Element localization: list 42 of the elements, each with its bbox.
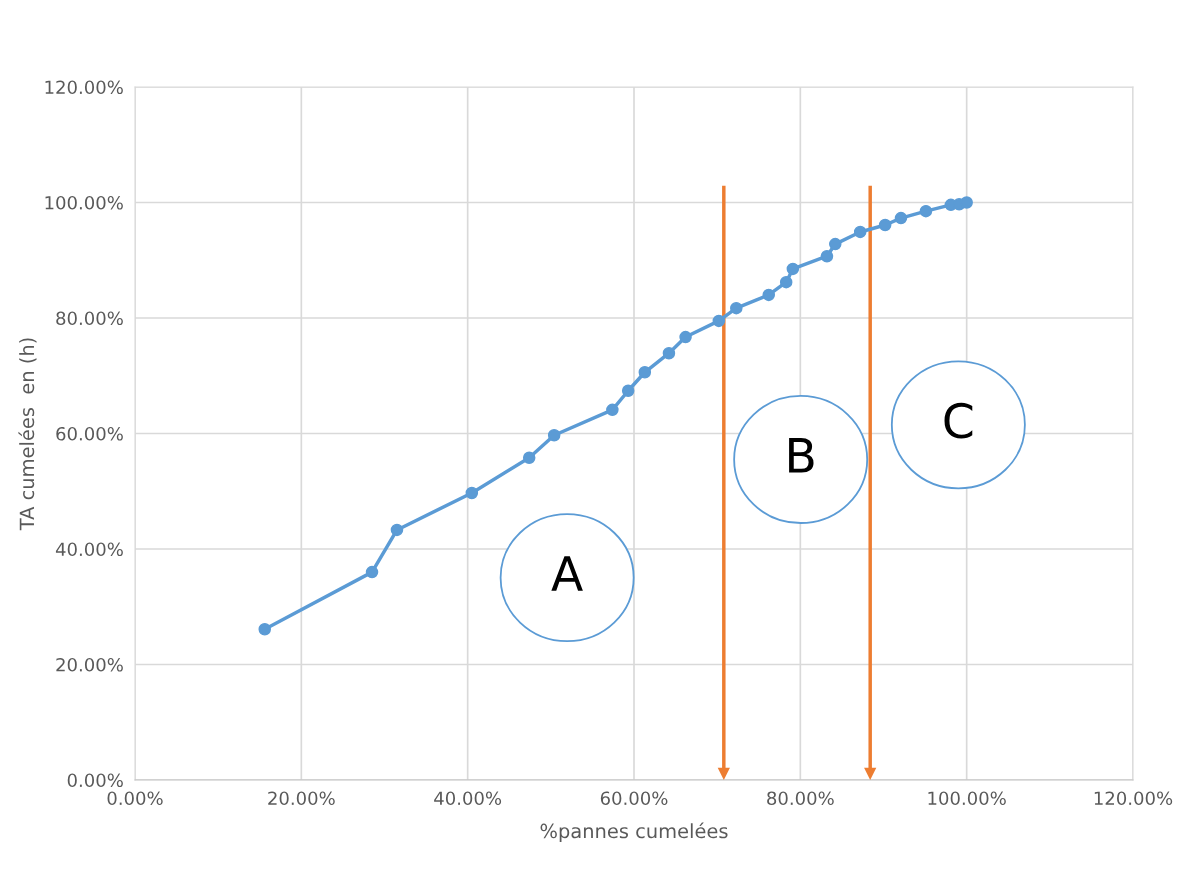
y-axis-title: TA cumelées en (h) — [18, 338, 37, 531]
point — [960, 196, 973, 209]
x-tick-label: 20.00% — [268, 791, 335, 806]
point — [547, 428, 561, 442]
point — [853, 225, 867, 239]
point — [465, 486, 479, 500]
point — [878, 218, 892, 232]
point — [606, 403, 619, 417]
y-tick-label: 40.00% — [55, 542, 123, 557]
x-tick-label: 0.00% — [107, 791, 163, 806]
point — [365, 565, 379, 579]
point — [712, 314, 726, 328]
x-tick-label: 60.00% — [600, 791, 668, 806]
point — [762, 288, 775, 302]
y-tick-label: 60.00% — [56, 426, 123, 441]
point — [779, 275, 793, 289]
x-tick-label: 80.00% — [767, 791, 834, 806]
annotation: B — [789, 438, 814, 473]
point — [390, 523, 404, 537]
y-tick-label: 0.00% — [67, 773, 123, 788]
y-tick-label: 100.00% — [45, 195, 123, 210]
point — [786, 262, 800, 276]
x-tick-label: 120.00% — [1094, 791, 1173, 806]
x-axis-title: %pannes cumelées — [540, 822, 728, 843]
point — [258, 623, 271, 636]
point — [820, 249, 834, 263]
point — [829, 237, 842, 251]
y-tick-label: 20.00% — [56, 657, 123, 672]
annotation: C — [944, 402, 973, 439]
point — [679, 330, 692, 344]
point — [894, 211, 908, 225]
x-tick-label: 40.00% — [434, 791, 502, 806]
point — [621, 384, 635, 398]
point — [919, 204, 933, 218]
y-tick-label: 120.00% — [45, 80, 123, 95]
x-tick-label: 100.00% — [928, 791, 1006, 806]
annotation: A — [551, 556, 583, 591]
point — [638, 366, 652, 379]
y-tick-label: 80.00% — [56, 311, 123, 326]
point — [730, 301, 743, 315]
point — [522, 451, 536, 465]
point — [662, 346, 676, 360]
